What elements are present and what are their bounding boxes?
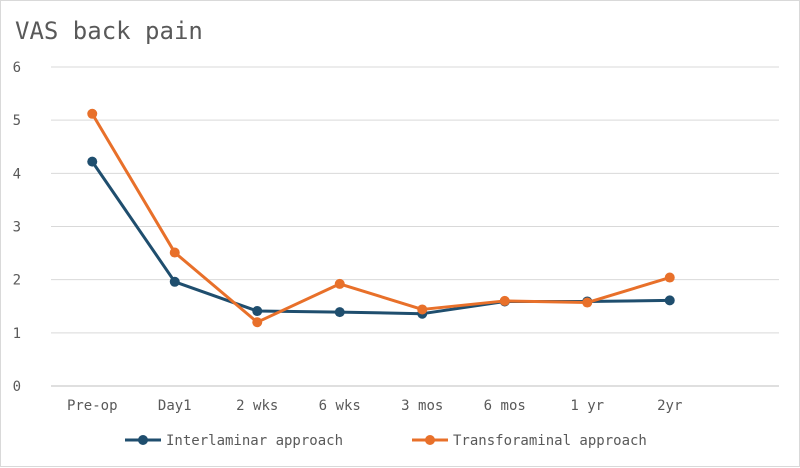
series-layer: [87, 108, 675, 328]
x-tick-label: 1 yr: [570, 398, 604, 414]
series-line: [90, 112, 672, 324]
data-point: [417, 304, 428, 315]
legend-marker: [425, 435, 435, 445]
legend-marker: [138, 435, 148, 445]
data-point: [334, 307, 345, 318]
data-point: [664, 272, 675, 283]
data-point: [334, 278, 345, 289]
y-tick-label: 3: [13, 220, 21, 236]
series-2: [87, 108, 675, 328]
data-point: [252, 317, 263, 328]
chart-title: VAS back pain: [15, 17, 203, 45]
series-line: [90, 160, 672, 316]
y-tick-label: 5: [13, 113, 21, 129]
data-point: [87, 108, 98, 119]
x-tick-label: 3 mos: [401, 398, 443, 414]
y-tick-label: 1: [13, 326, 21, 342]
data-point: [252, 306, 263, 317]
y-tick-label: 0: [13, 379, 21, 395]
data-point: [169, 247, 180, 258]
y-axis-ticks: 0 1 2 3 4 5 6: [13, 60, 21, 395]
x-tick-label: 6 mos: [484, 398, 526, 414]
x-tick-label: 6 wks: [319, 398, 361, 414]
data-point: [582, 297, 593, 308]
y-tick-label: 6: [13, 60, 21, 76]
y-tick-label: 2: [13, 273, 21, 289]
x-tick-label: 2 wks: [236, 398, 278, 414]
legend: Interlaminar approach Transforaminal appr…: [125, 433, 647, 449]
x-tick-label: Pre-op: [67, 398, 118, 414]
x-tick-label: Day1: [158, 398, 192, 414]
data-point: [169, 276, 180, 287]
series-1: [87, 156, 675, 319]
data-point: [664, 295, 675, 306]
legend-entry: Interlaminar approach: [125, 433, 343, 449]
legend-label: Interlaminar approach: [166, 433, 343, 449]
y-tick-label: 4: [13, 166, 21, 182]
x-axis-ticks: Pre-op Day1 2 wks 6 wks 3 mos 6 mos 1 yr 2yr: [67, 398, 682, 414]
x-tick-label: 2yr: [657, 398, 682, 414]
data-point: [87, 156, 98, 167]
legend-entry: Transforaminal approach: [412, 433, 647, 449]
data-point: [499, 295, 510, 306]
legend-label: Transforaminal approach: [453, 433, 647, 449]
